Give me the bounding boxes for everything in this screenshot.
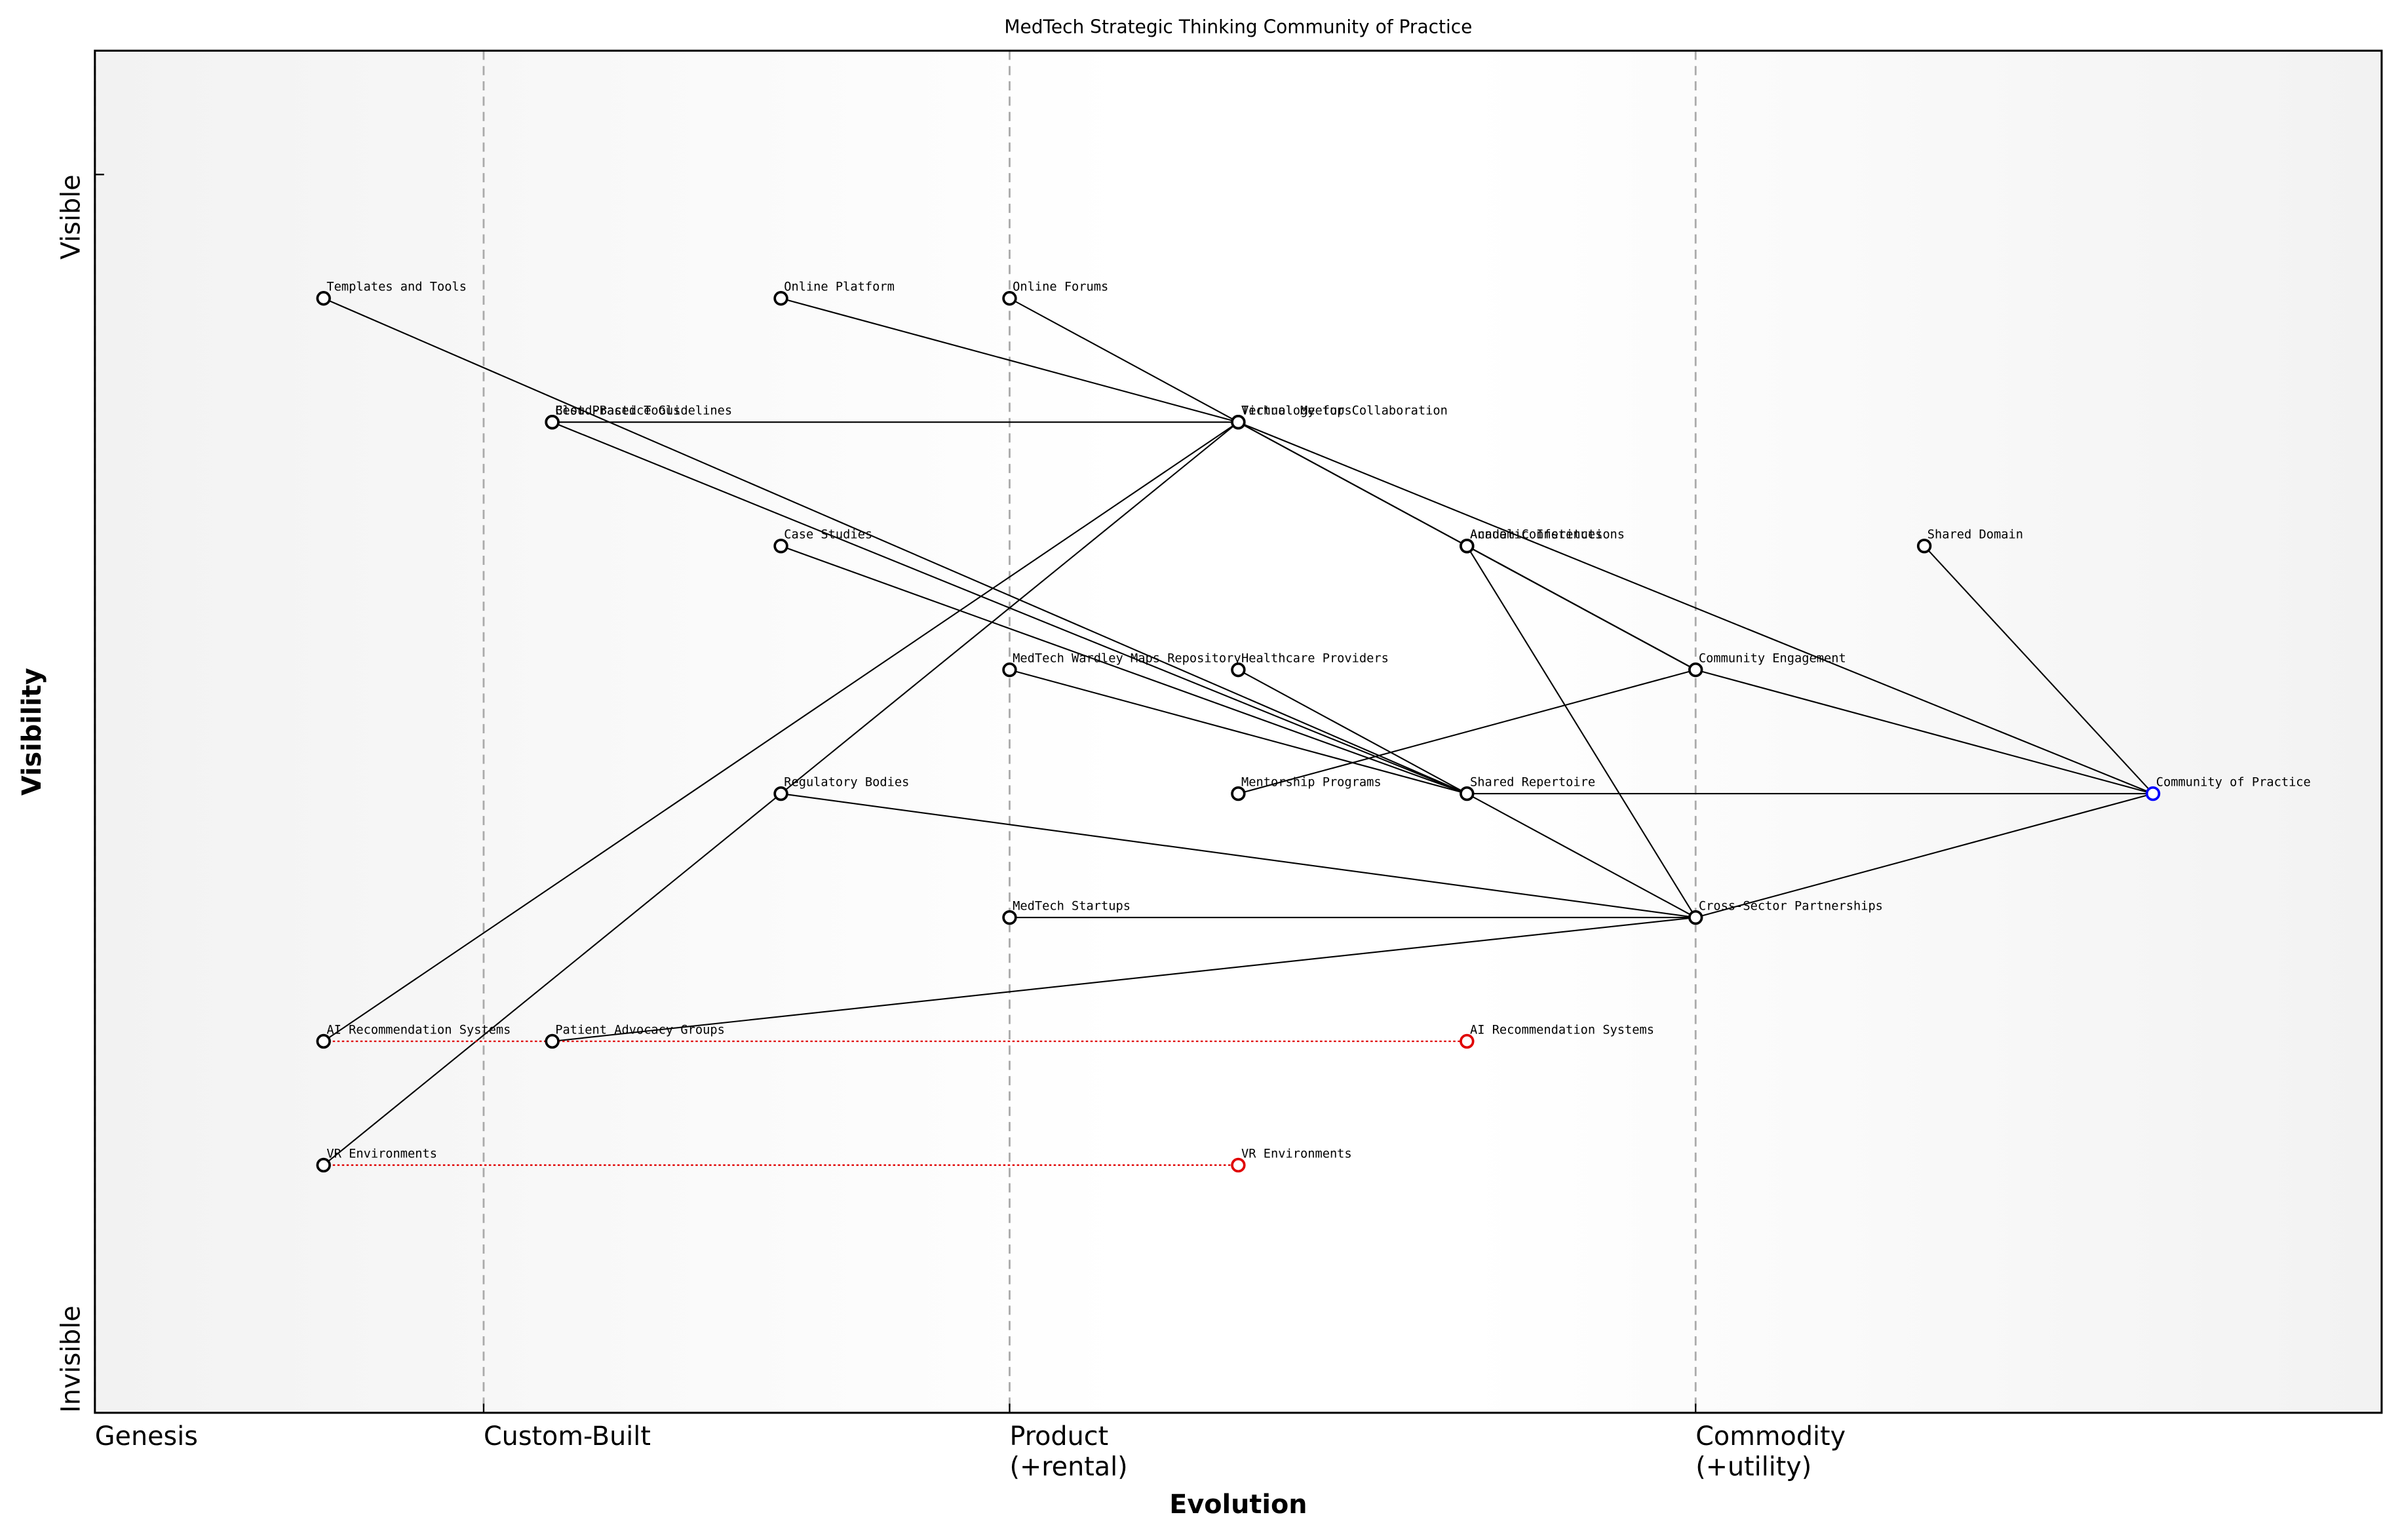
chart-title: MedTech Strategic Thinking Community of … <box>1004 16 1472 37</box>
component <box>773 291 788 306</box>
component-label: MedTech Startups <box>1013 899 1131 913</box>
component <box>316 291 331 306</box>
component-label: Templates and Tools <box>326 280 467 294</box>
link <box>781 793 1696 919</box>
link <box>1695 793 2154 919</box>
evolved-label: VR Environments <box>1241 1147 1352 1161</box>
link <box>1466 545 1697 918</box>
link <box>781 545 1467 795</box>
component <box>1002 662 1017 678</box>
component-label: Mentorship Programs <box>1241 775 1382 789</box>
component <box>2145 786 2161 801</box>
x-tick-label: Product (+rental) <box>1009 1421 1127 1482</box>
component <box>1231 415 1246 430</box>
component <box>773 538 788 554</box>
component-label: Virtual Meetups <box>1241 404 1352 418</box>
component-label: Technology for Collaboration <box>1241 404 1448 418</box>
component-label: MedTech Wardley Maps Repository <box>1013 651 1241 665</box>
component-label: Academic Institutions <box>1470 528 1625 541</box>
x-tick-label: Custom-Built <box>484 1421 651 1452</box>
plot-border <box>94 49 2383 1414</box>
component-label: Annual Conferences <box>1470 528 1602 541</box>
x-tick-label: Commodity (+utility) <box>1695 1421 1846 1482</box>
component <box>545 1033 560 1049</box>
y-tick-label: Visible <box>56 174 86 260</box>
component-label: Best Practice Guidelines <box>555 404 732 418</box>
link <box>1237 421 2154 795</box>
y-axis-title: Visibility <box>17 668 47 796</box>
component <box>773 786 788 801</box>
component <box>1688 910 1703 925</box>
component <box>1916 538 1932 554</box>
evolved-component <box>1460 1033 1475 1049</box>
link <box>1009 669 1467 795</box>
link <box>552 917 1696 1043</box>
component-label: Healthcare Providers <box>1241 651 1389 665</box>
component-label: Case Studies <box>784 528 872 541</box>
component-label: Online Platform <box>784 280 895 294</box>
component-label: VR Environments <box>326 1147 437 1161</box>
component-label: Cloud-Based Tools <box>555 404 680 418</box>
component-label: Shared Repertoire <box>1470 775 1595 789</box>
link <box>1695 669 2154 795</box>
component <box>1460 538 1475 554</box>
component <box>545 415 560 430</box>
component-label: AI Recommendation Systems <box>326 1023 511 1037</box>
component <box>1460 786 1475 801</box>
component <box>1688 662 1703 678</box>
component <box>1231 786 1246 801</box>
component-label: Cross-Sector Partnerships <box>1699 899 1883 913</box>
x-tick-label: Genesis <box>95 1421 198 1452</box>
link <box>1466 545 1696 671</box>
link <box>1238 669 1696 795</box>
link <box>1924 545 2154 794</box>
component-label: Community of Practice <box>2156 775 2311 789</box>
evolved-component <box>1231 1157 1246 1173</box>
component-label: Patient Advocacy Groups <box>555 1023 725 1037</box>
component-label: Online Forums <box>1013 280 1108 294</box>
x-axis-title: Evolution <box>1169 1490 1307 1520</box>
y-tick-label: Invisible <box>56 1305 86 1413</box>
evolved-label: AI Recommendation Systems <box>1470 1023 1654 1037</box>
component-label: Shared Domain <box>1927 528 2023 541</box>
component <box>1002 910 1017 925</box>
component-label: Regulatory Bodies <box>784 775 909 789</box>
component <box>1231 662 1246 678</box>
component <box>316 1157 331 1173</box>
link <box>323 298 1467 795</box>
link <box>781 298 1239 423</box>
component <box>1002 291 1017 306</box>
component <box>316 1033 331 1049</box>
component-label: Community Engagement <box>1699 651 1846 665</box>
link <box>323 421 1239 1042</box>
